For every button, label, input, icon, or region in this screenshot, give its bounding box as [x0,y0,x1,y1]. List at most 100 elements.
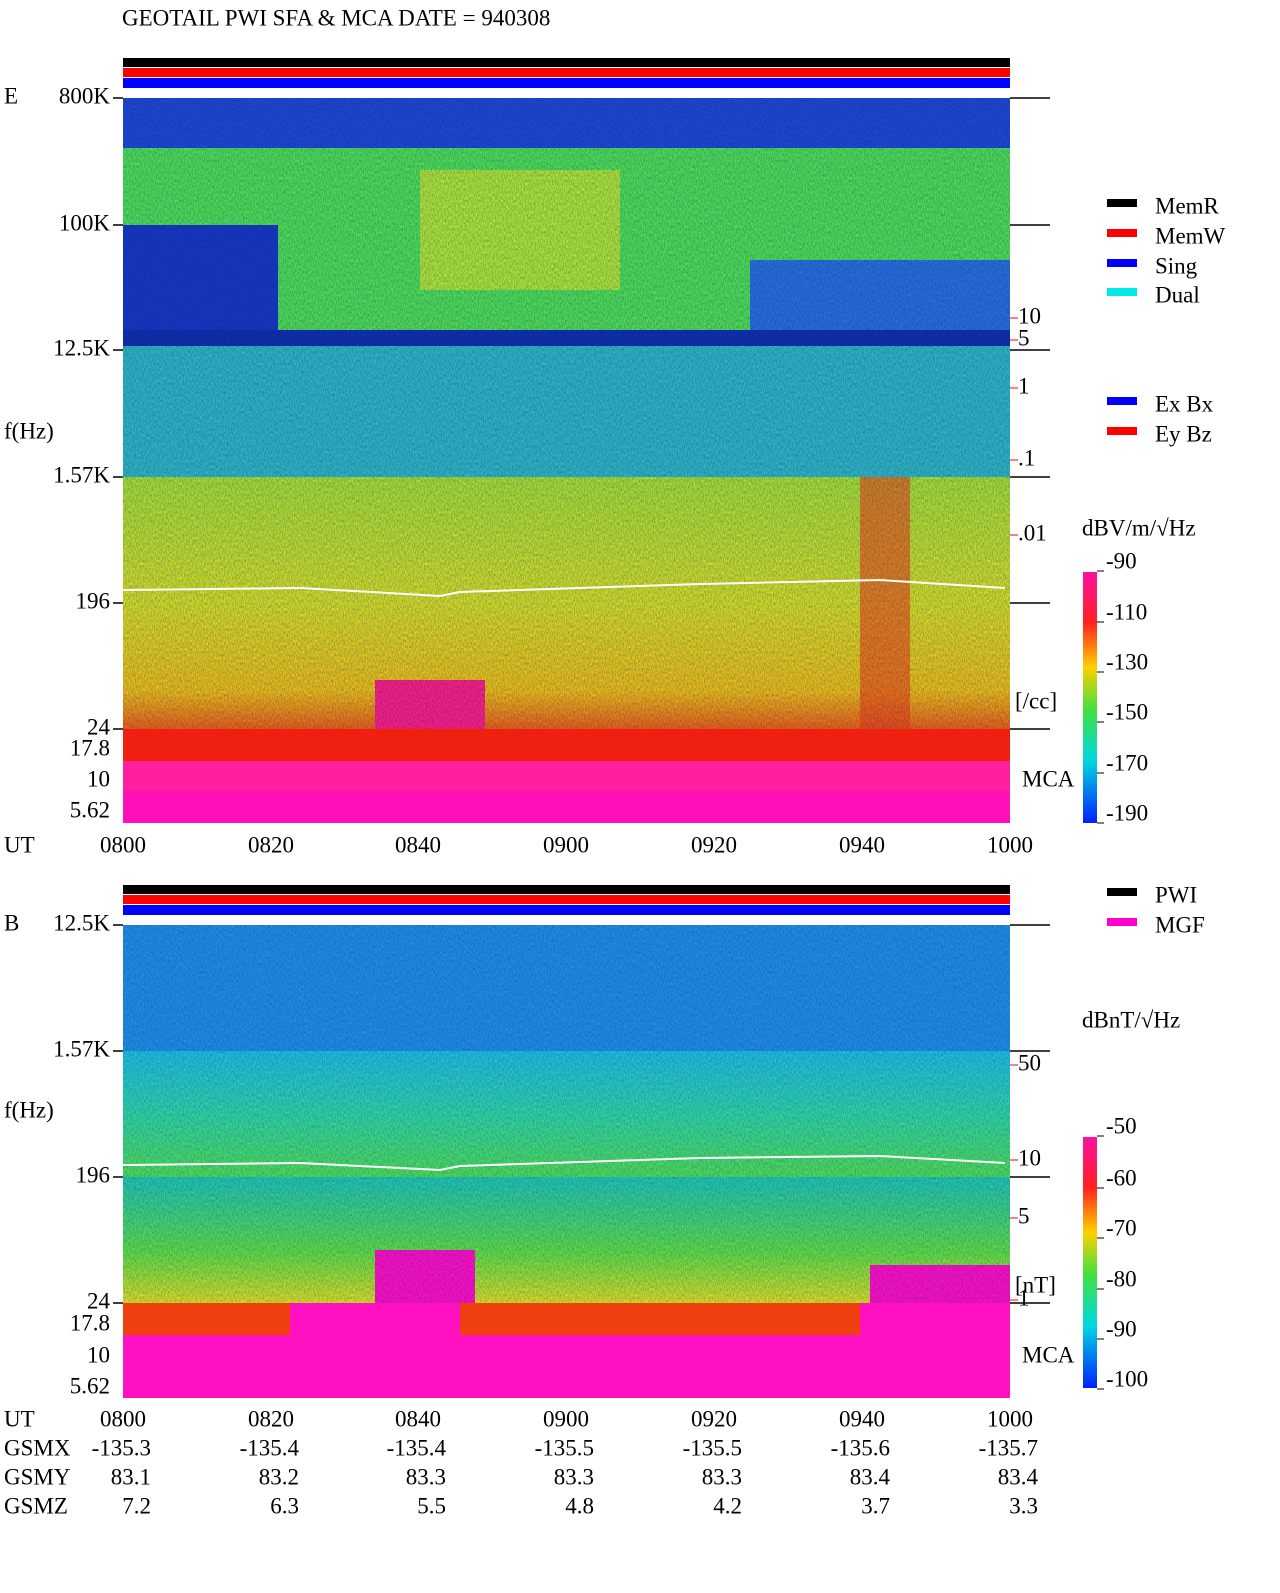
colorbar-tick-label: -60 [1106,1165,1137,1190]
orbit-value: 83.1 [111,1464,151,1489]
legend-swatch [1107,229,1137,237]
legend-label: Ey Bz [1155,421,1212,446]
orbit-value: 4.8 [565,1493,594,1518]
orbit-label: GSMZ [4,1493,68,1518]
y-tick-label: 24 [87,714,111,739]
density-tick-label: 10 [1018,1145,1041,1170]
legend-swatch [1107,918,1137,926]
colorbar-unit: dBnT/√Hz [1082,1007,1180,1032]
y-axis-label: f(Hz) [4,1097,54,1122]
orbit-value: 83.3 [554,1464,594,1489]
y-tick-label: 5.62 [70,1373,110,1398]
density-tick-label: .01 [1018,520,1047,545]
density-tick-label: .1 [1018,445,1035,470]
time-axis-label: UT [4,832,35,857]
x-tick-label: 0900 [543,832,589,857]
orbit-value: 83.3 [406,1464,446,1489]
legend-label: PWI [1155,882,1197,907]
colorbar-tick-label: -110 [1106,599,1147,624]
status-bar [123,895,1010,904]
orbit-value: -135.5 [535,1435,594,1460]
y-tick-label: 100K [59,210,111,235]
colorbar [1083,1137,1097,1388]
y-tick-label: 17.8 [70,735,110,760]
density-tick-label: 10 [1018,303,1041,328]
legend-label: Sing [1155,253,1198,278]
orbit-value: 4.2 [713,1493,742,1518]
legend-label: Ex Bx [1155,391,1214,416]
colorbar-tick-label: -50 [1106,1113,1137,1138]
mca-label: MCA [1022,766,1075,791]
legend-swatch [1107,199,1137,207]
orbit-label: GSMX [4,1435,71,1460]
legend-swatch [1107,259,1137,267]
y-tick-label: 17.8 [70,1310,110,1335]
x-tick-label: 0940 [839,832,885,857]
spectrogram [122,925,1010,1398]
colorbar-tick-label: -130 [1106,649,1148,674]
spectro-noise [123,98,1010,729]
y-tick-label: 1.57K [53,1036,110,1061]
channel-label: E [4,83,18,108]
orbit-value: -135.3 [92,1435,151,1460]
status-bar [123,885,1010,894]
y-tick-label: 12.5K [53,910,110,935]
y-tick-label: 196 [76,588,111,613]
y-tick-label: 10 [87,1342,110,1367]
y-tick-label: 196 [76,1162,111,1187]
colorbar-tick-label: -190 [1106,800,1148,825]
colorbar [1083,572,1097,823]
status-bar [123,78,1010,88]
orbit-value: 7.2 [122,1493,151,1518]
colorbar-tick-label: -90 [1106,548,1137,573]
orbit-value: -135.5 [683,1435,742,1460]
mca-label: MCA [1022,1342,1075,1367]
orbit-value: -135.4 [240,1435,300,1460]
legend-swatch [1107,397,1137,405]
legend-swatch [1107,888,1137,896]
colorbar-tick-label: -70 [1106,1215,1137,1240]
orbit-value: 83.2 [259,1464,299,1489]
x-tick-label: 1000 [987,1406,1033,1431]
y-tick-label: 10 [87,766,110,791]
x-tick-label: 0940 [839,1406,885,1431]
x-tick-label: 0800 [100,1406,146,1431]
y-tick-label: 1.57K [53,462,110,487]
density-tick-label: 5 [1018,325,1030,350]
spectro-band [290,1303,460,1335]
orbit-value: 5.5 [417,1493,446,1518]
plasma-line [122,578,1006,598]
orbit-value: 3.7 [861,1493,890,1518]
orbit-value: 3.3 [1009,1493,1038,1518]
spectro-band [123,791,1010,823]
status-bar [123,905,1010,915]
orbit-label: GSMY [4,1464,71,1489]
orbit-value: -135.7 [979,1435,1038,1460]
orbit-value: -135.6 [831,1435,890,1460]
density-tick-label: 50 [1018,1050,1041,1075]
colorbar-tick-label: -170 [1106,750,1148,775]
orbit-value: 83.3 [702,1464,742,1489]
x-tick-label: 0800 [100,832,146,857]
y-tick-label: 5.62 [70,797,110,822]
spectro-band [123,729,1010,761]
y-tick-label: 24 [87,1288,111,1313]
density-tick-label: 1 [1018,1285,1030,1310]
y-axis-label: f(Hz) [4,418,54,443]
colorbar-tick-label: -100 [1106,1366,1148,1391]
legend-label: MGF [1155,912,1205,937]
x-tick-label: 0900 [543,1406,589,1431]
x-tick-label: 1000 [987,832,1033,857]
orbit-value: 83.4 [998,1464,1039,1489]
status-bar [123,68,1010,77]
density-unit: [nT] [1015,1272,1056,1297]
legend-swatch [1107,288,1137,296]
x-tick-label: 0920 [691,832,737,857]
colorbar-tick-label: -80 [1106,1266,1137,1291]
x-tick-label: 0820 [248,1406,294,1431]
y-tick-label: 12.5K [53,335,110,360]
orbit-value: -135.4 [387,1435,447,1460]
x-tick-label: 0840 [395,832,441,857]
x-tick-label: 0840 [395,1406,441,1431]
